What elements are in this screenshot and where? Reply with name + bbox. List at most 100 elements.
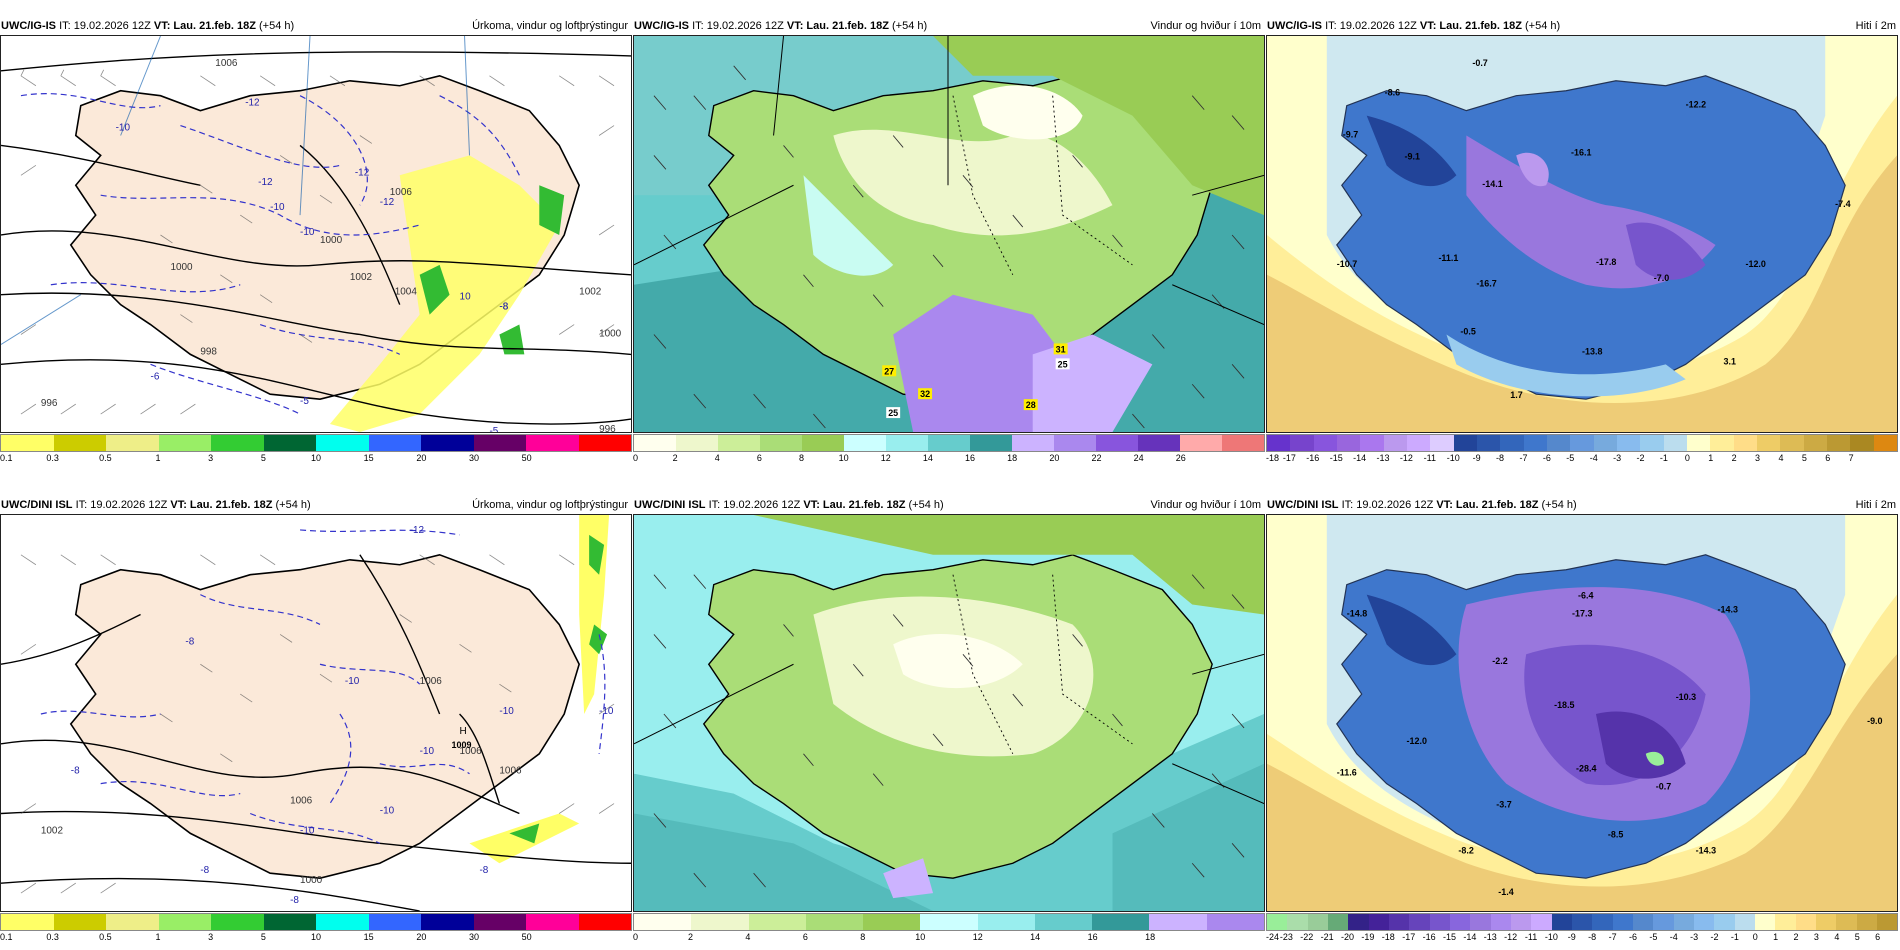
- colorbar-tick-label: 0.3: [46, 932, 59, 942]
- isobar-label: 1000: [300, 875, 323, 886]
- colorbar-swatch: [1406, 435, 1431, 451]
- grid-meridians: [1, 36, 471, 345]
- colorbar-swatch: [1180, 435, 1222, 451]
- gust-value: 25: [1058, 359, 1068, 369]
- panel-title-bar: UWC/IG-IS IT: 19.02.2026 12Z VT: Lau. 21…: [1266, 18, 1900, 34]
- lead-time: (+54 h): [1541, 499, 1577, 511]
- colorbar-tick-label: -8: [1588, 932, 1597, 942]
- colorbar-swatch: [1856, 914, 1877, 930]
- colorbar-tick-label: -16: [1306, 453, 1320, 463]
- colorbar-tick-label: 1: [155, 453, 161, 463]
- colorbar-tick-label: -5: [1566, 453, 1575, 463]
- colorbar-tick-label: 3: [208, 453, 214, 463]
- colorbar-swatch: [1430, 435, 1454, 451]
- colorbar-tick-label: -10: [1446, 453, 1460, 463]
- colorbar-swatch: [634, 914, 692, 930]
- colorbar-tick-label: 16: [1087, 932, 1098, 942]
- colorbar-swatch: [760, 435, 802, 451]
- colorbar-swatch: [53, 435, 106, 451]
- colorbar-swatch: [1775, 914, 1796, 930]
- colorbar-swatch: [211, 435, 264, 451]
- colorbar-swatch: [1360, 435, 1384, 451]
- isobar-label: 1006: [290, 796, 313, 807]
- colorbar-swatch: [1054, 435, 1096, 451]
- colorbar-swatch: [970, 435, 1012, 451]
- colorbar-tick-label: -6: [1542, 453, 1551, 463]
- temp-contour-label: -12: [410, 525, 425, 536]
- colorbar-tick-label: -1: [1730, 932, 1739, 942]
- colorbar-swatch: [691, 914, 749, 930]
- temp-point-label: -17.3: [1572, 608, 1592, 618]
- panel-title: Hiti í 2m: [1855, 20, 1896, 32]
- colorbar-tick-label: 12: [972, 932, 983, 942]
- isobar-label: 1006: [215, 58, 238, 69]
- colorbar-swatch: [1876, 914, 1898, 930]
- colorbar-swatch: [1222, 435, 1264, 451]
- temp-point-label: -8.2: [1458, 845, 1473, 855]
- panel-title: Vindur og hviður í 10m: [1150, 499, 1261, 511]
- colorbar-tick-label: 7: [1848, 453, 1854, 463]
- colorbar-tick-label: 14: [1030, 932, 1041, 942]
- temp-point-label: -12.0: [1745, 259, 1765, 269]
- isobars: [1, 51, 631, 425]
- colorbar-swatch: [1733, 435, 1757, 451]
- temp-point-label: -16.1: [1571, 147, 1591, 157]
- gust-badge: [1053, 343, 1068, 355]
- colorbar-tick-label: -15: [1329, 453, 1343, 463]
- temp-point-label: -18.5: [1554, 700, 1574, 710]
- colorbar-tick-label: -21: [1320, 932, 1334, 942]
- colorbar-swatch: [1267, 914, 1288, 930]
- colorbar-swatch: [1571, 914, 1593, 930]
- lead-time: (+54 h): [892, 20, 928, 32]
- temp-point-label: -9.0: [1867, 716, 1882, 726]
- colorbar-tick-label: -14: [1463, 932, 1477, 942]
- temp-contour-label: -10: [270, 202, 285, 213]
- panel-title-bar: UWC/DINI ISL IT: 19.02.2026 12Z VT: Lau.…: [633, 497, 1265, 513]
- colorbar-ticks-precip-bottom: 0.1 0.3 0.5 1 3 5 10 15 20 30 50: [0, 932, 632, 944]
- temp-point-label: -16.7: [1476, 279, 1496, 289]
- colorbar-tick-label: 1: [1773, 932, 1779, 942]
- panel-wind-bottom: UWC/DINI ISL IT: 19.02.2026 12Z VT: Lau.…: [633, 497, 1265, 942]
- panel-title-bar: UWC/DINI ISL IT: 19.02.2026 12Z VT: Lau.…: [1266, 497, 1900, 513]
- valid-time: VT: Lau. 21.feb. 18Z: [1419, 20, 1522, 32]
- iceland-land: [69, 553, 581, 879]
- colorbar-tick-label: -12: [1399, 453, 1413, 463]
- colorbar-tick-label: -17: [1282, 453, 1296, 463]
- colorbar-swatch: [526, 435, 579, 451]
- panel-wind-top: UWC/IG-IS IT: 19.02.2026 12Z VT: Lau. 21…: [633, 18, 1265, 463]
- colorbar-tick-label: -10: [1544, 932, 1558, 942]
- isobar-label: 1000: [599, 328, 622, 339]
- colorbar-tick-label: -18: [1381, 932, 1395, 942]
- colorbar-swatch: [718, 435, 760, 451]
- temp-point-label: -7.4: [1835, 199, 1850, 209]
- gust-badge: [882, 365, 897, 377]
- colorbar-swatch: [263, 914, 316, 930]
- colorbar-ticks-temp-bottom: -24 -23 -22 -21 -20 -19 -18 -17 -16 -15 -14 -13 -12-…: [1266, 932, 1898, 944]
- temp-point-label: -12.2: [1686, 100, 1706, 110]
- colorbar-swatch: [1570, 435, 1594, 451]
- colorbar-tick-label: -23: [1279, 932, 1293, 942]
- colorbar-tick-label: 1: [155, 932, 161, 942]
- colorbar-tick-label: -17: [1402, 932, 1416, 942]
- valid-time: VT: Lau. 21.feb. 18Z: [170, 499, 273, 511]
- colorbar-tick-label: 0.1: [0, 453, 13, 463]
- colorbar-tick-label: -14: [1353, 453, 1367, 463]
- colorbar-swatch: [1714, 914, 1735, 930]
- temp-point-label: -7.0: [1654, 273, 1669, 283]
- colorbar-tick-label: 22: [1091, 453, 1102, 463]
- gust-badge: [918, 388, 933, 400]
- colorbar-tick-label: 2: [1793, 932, 1799, 942]
- model-name: UWC/DINI ISL: [634, 499, 706, 511]
- gust-value: 32: [920, 389, 930, 399]
- colorbar-swatch: [1686, 435, 1711, 451]
- colorbar-ticks-precip-top: 0.1 0.3 0.5 1 3 5 10 15 20 30 50: [0, 453, 632, 465]
- colorbar-swatch: [805, 914, 864, 930]
- wind-top-labels: 27 32 31 25 28 25: [882, 343, 1070, 418]
- colorbar-tick-label: -20: [1341, 932, 1355, 942]
- temp-point-label: -17.8: [1596, 257, 1616, 267]
- gust-badge: [1055, 358, 1070, 370]
- colorbar-tick-label: 0: [633, 932, 639, 942]
- temp-point-label: -14.3: [1696, 845, 1716, 855]
- panel-temp-bottom: UWC/DINI ISL IT: 19.02.2026 12Z VT: Lau.…: [1266, 497, 1900, 942]
- colorbar-swatch: [1, 435, 54, 451]
